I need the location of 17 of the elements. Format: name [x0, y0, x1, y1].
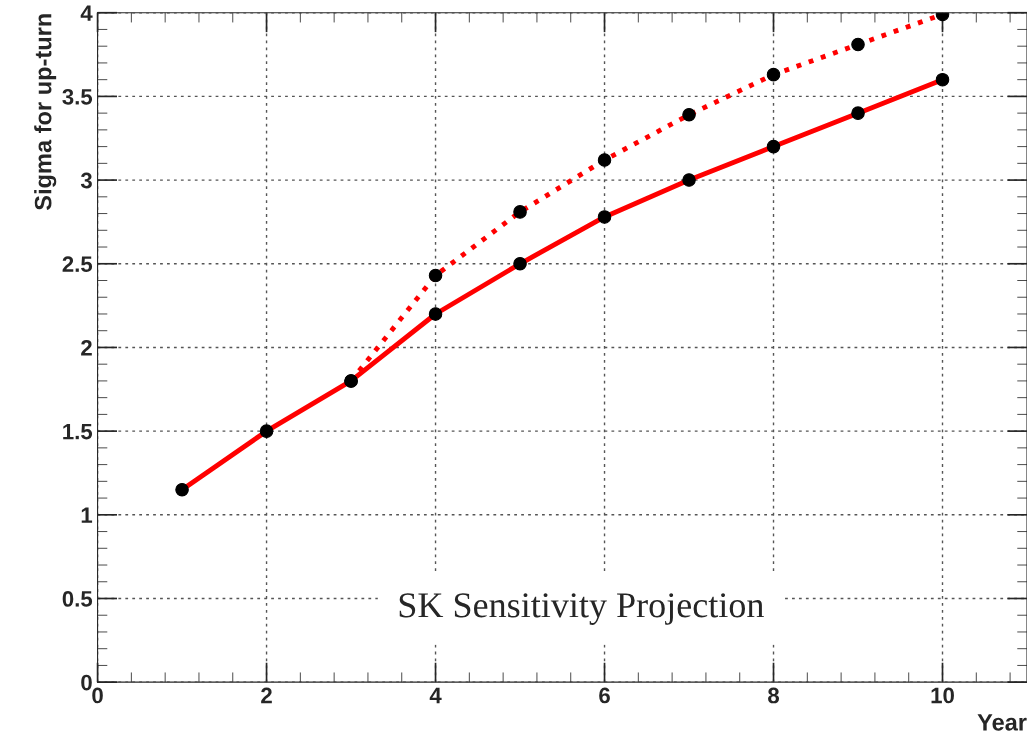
y-tick-label: 0.5 — [62, 591, 93, 607]
y-tick-label: 1.5 — [63, 423, 93, 440]
y-axis-title: Sigma for up-turn — [34, 14, 57, 211]
x-tick-label: 2 — [261, 687, 272, 704]
annotation: SK Sensitivity Projection — [399, 593, 764, 625]
y-tick-label: 4 — [80, 5, 93, 21]
x-tick-label: 6 — [599, 687, 610, 704]
y-tick-label: 3.5 — [62, 88, 93, 105]
y-tick-label: 0 — [81, 674, 92, 691]
y-tick-label: 2 — [81, 339, 92, 356]
x-tick-label: 10 — [931, 687, 954, 704]
x-tick-label: 4 — [429, 687, 442, 704]
y-tick-label: 2.5 — [62, 256, 93, 273]
x-axis-title: Year — [977, 714, 1027, 731]
x-tick-label: 8 — [768, 687, 780, 704]
y-tick-label: 3 — [80, 172, 92, 189]
y-tick-label: 1 — [81, 507, 93, 523]
